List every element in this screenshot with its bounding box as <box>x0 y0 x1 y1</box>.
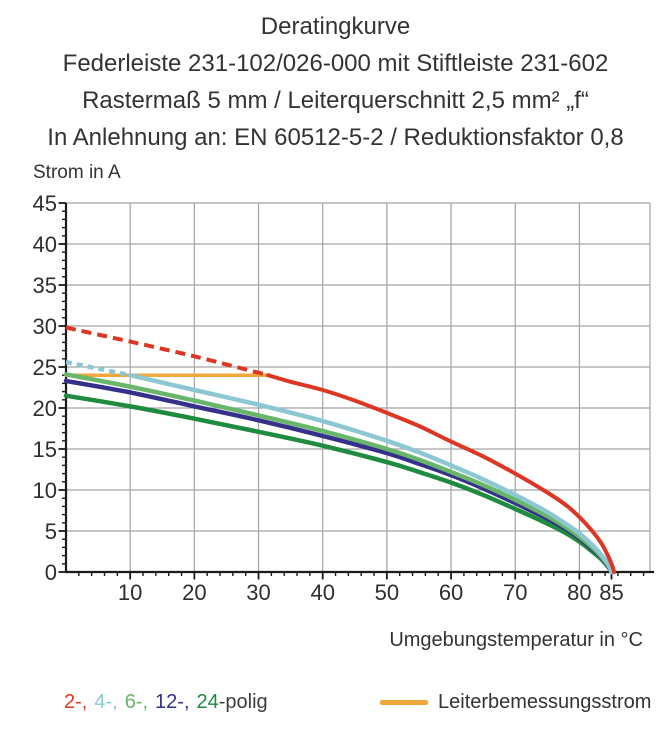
y-axis-title: Strom in A <box>33 162 121 183</box>
x-tick-label: 10 <box>118 580 142 605</box>
x-tick-label: 20 <box>182 580 206 605</box>
curve-4-polig <box>127 372 614 575</box>
title-block: Deratingkurve Federleiste 231-102/026-00… <box>0 8 671 156</box>
x-tick-label: 40 <box>310 580 334 605</box>
rated-current-legend-label: Leiterbemessungsstrom <box>438 691 652 713</box>
legend-pole-item: 4-, <box>94 691 118 713</box>
legend-pole-item: 12-, <box>155 691 190 713</box>
x-tick-label: 80 <box>567 580 591 605</box>
x-tick-label: 85 <box>599 580 623 605</box>
x-tick-label: 60 <box>439 580 463 605</box>
y-tick-label: 10 <box>33 478 57 503</box>
y-tick-label: 40 <box>33 232 57 257</box>
curve-2-polig <box>266 373 617 574</box>
y-tick-label: 45 <box>33 191 57 216</box>
x-axis-title: Umgebungstemperatur in °C <box>389 629 643 651</box>
chart-subtitle-spec: Rastermaß 5 mm / Leiterquerschnitt 2,5 m… <box>82 87 589 114</box>
x-tick-label: 70 <box>503 580 527 605</box>
y-tick-label: 20 <box>33 396 57 421</box>
x-tick-label: 30 <box>246 580 270 605</box>
y-tick-label: 35 <box>33 273 57 298</box>
legend-pole-item: 24 <box>196 691 219 713</box>
rated-current-line-swatch <box>380 700 428 705</box>
y-tick-label: 25 <box>33 355 57 380</box>
legend-pole-item: -polig <box>218 691 268 713</box>
legend-pole-item: 6-, <box>124 691 149 713</box>
curve-2-polig-dashed <box>65 325 269 378</box>
y-tick-label: 5 <box>45 519 57 544</box>
pole-count-legend: 2-, 4-, 6-, 12-, 24-polig <box>64 691 268 714</box>
curve-6-polig <box>63 372 614 575</box>
curve-4-polig-dashed <box>65 359 131 378</box>
y-tick-label: 0 <box>45 560 57 585</box>
legend-pole-item: 2-, <box>64 691 88 713</box>
x-tick-label: 50 <box>375 580 399 605</box>
chart-subtitle-standard: In Anlehnung an: EN 60512-5-2 / Reduktio… <box>47 124 624 151</box>
chart-title: Deratingkurve <box>260 13 411 40</box>
y-tick-label: 30 <box>33 314 57 339</box>
y-tick-label: 15 <box>33 437 57 462</box>
chart-subtitle-product: Federleiste 231-102/026-000 mit Stiftlei… <box>62 50 609 77</box>
